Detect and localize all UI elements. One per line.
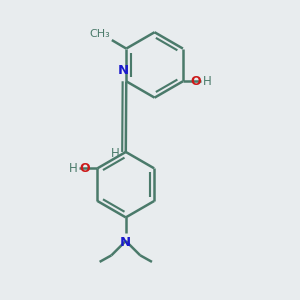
Text: N: N (120, 236, 131, 249)
Text: O: O (80, 162, 90, 175)
Text: H: H (111, 147, 120, 160)
Text: O: O (190, 75, 201, 88)
Text: N: N (118, 64, 129, 77)
Text: H: H (202, 75, 211, 88)
Text: CH₃: CH₃ (90, 29, 110, 39)
Text: H: H (69, 162, 78, 175)
